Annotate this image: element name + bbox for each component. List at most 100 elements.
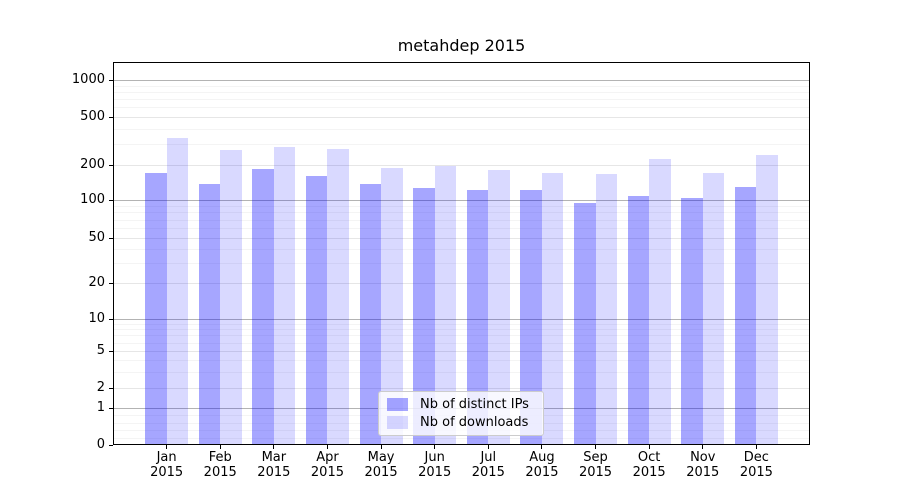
x-tick-label-nov: Nov 2015: [663, 450, 743, 480]
x-tick-may: [380, 445, 382, 449]
x-tick-apr: [326, 445, 328, 449]
minor-gridline: [114, 143, 809, 145]
minor-gridline: [114, 360, 809, 361]
y-tick-label-1: 1: [96, 400, 105, 415]
legend-label-downloads: Nb of downloads: [420, 415, 529, 430]
minor-gridline: [114, 437, 809, 439]
y-tick-0: [109, 445, 113, 446]
bar-downloads-jan: [166, 137, 189, 444]
minor-gridline: [114, 371, 809, 373]
minor-gridline: [114, 212, 809, 214]
bar-downloads-apr: [327, 148, 349, 444]
x-tick-label-aug: Aug 2015: [502, 450, 582, 480]
y-tick-label-2: 2: [96, 380, 105, 395]
y-tick-200: [109, 165, 113, 166]
bar-distinct-ips-jun: [413, 187, 435, 444]
chart-title: metahdep 2015: [397, 36, 526, 55]
x-tick-year: 2015: [203, 465, 237, 480]
x-tick-month: Mar: [261, 450, 287, 465]
minor-gridline: [114, 323, 809, 325]
x-tick-label-may: May 2015: [341, 450, 421, 480]
x-tick-year: 2015: [525, 465, 559, 480]
x-tick-year: 2015: [364, 465, 398, 480]
legend-item-distinct-ips: Nb of distinct IPs: [387, 397, 535, 412]
minor-gridline: [114, 85, 809, 87]
bar-distinct-ips-oct: [627, 195, 650, 444]
minor-gridline: [114, 263, 809, 265]
y-tick-20: [109, 283, 113, 284]
y-tick-label-200: 200: [80, 157, 105, 172]
x-tick-month: Jul: [480, 450, 497, 465]
y-tick-label-20: 20: [88, 275, 105, 290]
minor-gridline: [114, 205, 809, 207]
y-tick-label-1000: 1000: [71, 72, 105, 87]
x-tick-oct: [648, 445, 650, 449]
x-tick-jul: [487, 445, 489, 449]
y-tick-2: [109, 388, 113, 389]
x-tick-label-mar: Mar 2015: [234, 450, 314, 480]
x-tick-label-dec: Dec 2015: [716, 450, 796, 480]
minor-gridline: [114, 335, 809, 337]
x-tick-year: 2015: [686, 465, 720, 480]
y-tick-100: [109, 200, 113, 201]
minor-gridline: [114, 219, 809, 221]
x-tick-month: Apr: [316, 450, 339, 465]
y-tick-label-500: 500: [80, 109, 105, 124]
minor-gridline: [114, 228, 809, 229]
x-tick-year: 2015: [310, 465, 344, 480]
minor-gridline: [114, 342, 809, 344]
major-gridline-20: [114, 283, 809, 284]
minor-gridline: [114, 248, 809, 250]
bar-distinct-ips-nov: [681, 197, 703, 444]
bar-distinct-ips-mar: [252, 168, 274, 444]
x-tick-aug: [541, 445, 543, 449]
y-tick-label-100: 100: [80, 192, 105, 207]
major-gridline-500: [114, 117, 809, 118]
bar-downloads-oct: [649, 158, 671, 444]
x-tick-label-feb: Feb 2015: [180, 450, 260, 480]
bar-distinct-ips-sep: [574, 203, 596, 444]
legend: Nb of distinct IPs Nb of downloads: [378, 391, 544, 436]
x-tick-year: 2015: [150, 465, 184, 480]
bar-downloads-jul: [488, 170, 510, 444]
bar-distinct-ips-jan: [145, 172, 167, 444]
x-tick-feb: [219, 445, 221, 449]
x-tick-label-jan: Jan 2015: [127, 450, 207, 480]
legend-swatch-downloads: [387, 416, 408, 429]
bar-downloads-jun: [434, 165, 457, 444]
x-tick-year: 2015: [257, 465, 291, 480]
x-tick-label-jul: Jul 2015: [448, 450, 528, 480]
x-tick-year: 2015: [418, 465, 452, 480]
bar-distinct-ips-jul: [466, 190, 489, 444]
bar-distinct-ips-may: [359, 183, 382, 444]
x-tick-year: 2015: [578, 465, 613, 480]
x-tick-year: 2015: [471, 465, 505, 480]
bar-downloads-sep: [595, 173, 618, 444]
y-tick-label-5: 5: [96, 343, 105, 358]
y-tick-1000: [109, 80, 113, 81]
x-tick-month: Sep: [583, 450, 608, 465]
legend-item-downloads: Nb of downloads: [387, 415, 535, 430]
y-tick-1: [109, 408, 113, 409]
x-tick-year: 2015: [632, 465, 666, 480]
bar-distinct-ips-feb: [198, 183, 221, 444]
y-tick-10: [109, 319, 113, 320]
minor-gridline: [114, 91, 809, 93]
x-tick-month: Aug: [529, 450, 555, 465]
x-tick-mar: [273, 445, 275, 449]
x-tick-jan: [166, 445, 168, 449]
bar-downloads-dec: [756, 155, 778, 444]
bar-downloads-aug: [541, 173, 564, 444]
x-tick-month: Dec: [743, 450, 769, 465]
x-tick-label-oct: Oct 2015: [609, 450, 689, 480]
bar-downloads-feb: [220, 150, 242, 444]
x-tick-nov: [702, 445, 704, 449]
major-gridline-50: [114, 238, 809, 239]
y-tick-label-10: 10: [88, 311, 105, 326]
x-tick-sep: [595, 445, 597, 449]
bar-downloads-may: [381, 167, 403, 444]
x-tick-label-jun: Jun 2015: [395, 450, 475, 480]
major-gridline-2: [114, 388, 809, 389]
x-tick-label-sep: Sep 2015: [556, 450, 636, 480]
